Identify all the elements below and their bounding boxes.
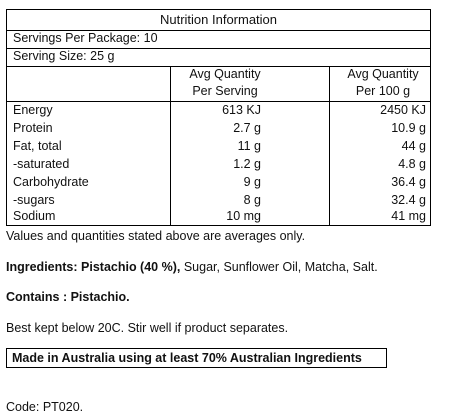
column-header-100g-line1: Avg Quantity xyxy=(347,67,419,81)
nutrient-label: Sodium xyxy=(13,209,56,223)
per-100g-value: 4.8 g xyxy=(398,157,426,171)
nutrient-label: -sugars xyxy=(13,193,55,207)
per-100g-value: 36.4 g xyxy=(391,175,426,189)
ingredients-highlight: Pistachio (40 %), xyxy=(81,260,181,274)
table-row: Sodium 10 mg 41 mg xyxy=(7,209,430,227)
table-row: -sugars 8 g 32.4 g xyxy=(7,193,430,211)
table-row: Protein 2.7 g 10.9 g xyxy=(7,121,430,139)
product-code: Code: PT020. xyxy=(6,400,84,414)
header-divider xyxy=(7,101,430,102)
nutrient-label: Energy xyxy=(13,103,53,117)
nutrition-title: Nutrition Information xyxy=(159,12,278,27)
table-row: -saturated 1.2 g 4.8 g xyxy=(7,157,430,175)
column-header-serving-line2: Per Serving xyxy=(192,84,258,98)
nutrient-label: Carbohydrate xyxy=(13,175,89,189)
per-100g-value: 32.4 g xyxy=(391,193,426,207)
nutrient-label: Protein xyxy=(13,121,53,135)
per-serving-value: 8 g xyxy=(243,193,261,207)
origin-statement: Made in Australia using at least 70% Aus… xyxy=(6,348,387,368)
servings-per-package: Servings Per Package: 10 xyxy=(13,31,158,45)
ingredients-prefix: Ingredients: xyxy=(6,260,82,274)
table-row: Carbohydrate 9 g 36.4 g xyxy=(7,175,430,193)
nutrient-label: -saturated xyxy=(13,157,70,171)
per-100g-value: 41 mg xyxy=(391,209,426,223)
nutrient-label: Fat, total xyxy=(13,139,62,153)
per-serving-value: 613 KJ xyxy=(222,103,261,117)
per-100g-value: 10.9 g xyxy=(391,121,426,135)
column-divider xyxy=(329,66,330,226)
column-divider xyxy=(170,66,171,226)
divider xyxy=(7,66,430,67)
per-100g-value: 44 g xyxy=(401,139,426,153)
per-serving-value: 1.2 g xyxy=(233,157,261,171)
per-serving-value: 10 mg xyxy=(226,209,261,223)
averages-note: Values and quantities stated above are a… xyxy=(6,229,306,243)
ingredients-line: Ingredients: Pistachio (40 %), Sugar, Su… xyxy=(6,260,378,274)
per-serving-value: 9 g xyxy=(243,175,261,189)
allergen-contains: Contains : Pistachio. xyxy=(6,290,130,304)
ingredients-rest: Sugar, Sunflower Oil, Matcha, Salt. xyxy=(180,260,378,274)
per-100g-value: 2450 KJ xyxy=(380,103,426,117)
nutrition-panel: Nutrition Information Servings Per Packa… xyxy=(6,9,431,226)
per-serving-value: 11 g xyxy=(237,139,261,153)
column-header-serving-line1: Avg Quantity xyxy=(189,67,261,81)
per-serving-value: 2.7 g xyxy=(233,121,261,135)
divider xyxy=(7,48,430,49)
table-row: Energy 613 KJ 2450 KJ xyxy=(7,103,430,121)
serving-size: Serving Size: 25 g xyxy=(13,49,115,63)
column-header-100g-line2: Per 100 g xyxy=(355,84,411,98)
divider xyxy=(7,30,430,31)
storage-note: Best kept below 20C. Stir well if produc… xyxy=(6,321,289,335)
table-row: Fat, total 11 g 44 g xyxy=(7,139,430,157)
